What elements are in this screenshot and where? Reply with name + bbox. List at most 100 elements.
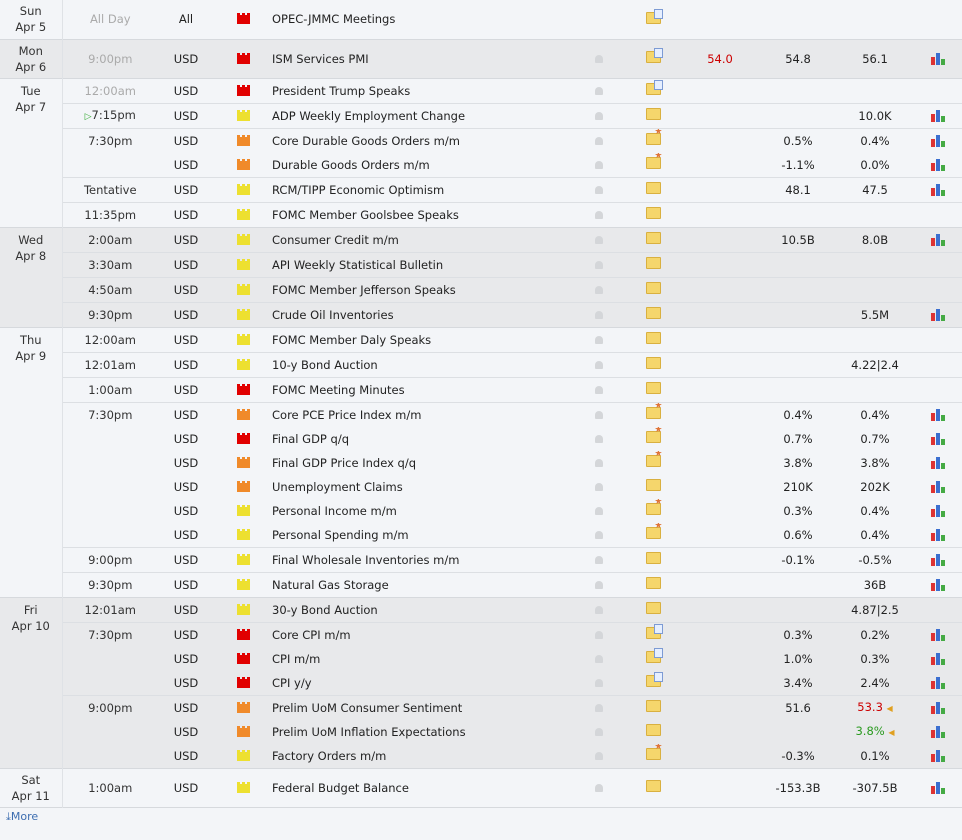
bell-icon[interactable] bbox=[595, 580, 603, 589]
event-title[interactable]: FOMC Member Daly Speaks bbox=[272, 327, 572, 352]
event-title[interactable]: 10-y Bond Auction bbox=[272, 351, 572, 377]
detail-cell[interactable] bbox=[626, 670, 680, 695]
detail-cell[interactable] bbox=[626, 39, 680, 78]
alert-cell[interactable] bbox=[572, 401, 626, 427]
graph-cell[interactable] bbox=[914, 646, 962, 671]
impact-cell[interactable] bbox=[214, 646, 272, 671]
detail-folder-icon[interactable] bbox=[645, 648, 663, 663]
alert-cell[interactable] bbox=[572, 694, 626, 720]
detail-folder-icon[interactable] bbox=[645, 8, 663, 24]
detail-cell[interactable] bbox=[626, 546, 680, 572]
event-title[interactable]: Unemployment Claims bbox=[272, 474, 572, 499]
detail-cell[interactable] bbox=[626, 719, 680, 744]
detail-folder-icon[interactable] bbox=[645, 700, 661, 712]
impact-cell[interactable] bbox=[214, 152, 272, 177]
bell-icon[interactable] bbox=[595, 654, 603, 663]
impact-medium-icon[interactable] bbox=[236, 725, 250, 737]
graph-icon[interactable] bbox=[931, 409, 945, 421]
graph-icon[interactable] bbox=[931, 135, 945, 147]
impact-high-icon[interactable] bbox=[236, 52, 250, 64]
bell-icon[interactable] bbox=[595, 111, 603, 120]
alert-cell[interactable] bbox=[572, 546, 626, 572]
alert-cell[interactable] bbox=[572, 376, 626, 402]
detail-folder-icon[interactable] bbox=[645, 382, 661, 394]
detail-folder-icon[interactable] bbox=[645, 182, 661, 194]
detail-cell[interactable] bbox=[626, 522, 680, 547]
alert-cell[interactable] bbox=[572, 768, 626, 807]
alert-cell[interactable] bbox=[572, 426, 626, 451]
alert-cell[interactable] bbox=[572, 0, 626, 39]
detail-folder-icon[interactable] bbox=[645, 207, 661, 219]
event-row[interactable]: 9:30pm USD Natural Gas Storage 36B bbox=[0, 571, 962, 597]
impact-low-icon[interactable] bbox=[236, 258, 250, 270]
event-title[interactable]: Core Durable Goods Orders m/m bbox=[272, 127, 572, 153]
event-row[interactable]: Fri Apr 10 12:01am USD 30-y Bond Auction 4.87… bbox=[0, 597, 962, 768]
detail-cell[interactable] bbox=[626, 401, 680, 427]
alert-cell[interactable] bbox=[572, 39, 626, 78]
impact-cell[interactable] bbox=[214, 201, 272, 227]
graph-cell[interactable] bbox=[914, 621, 962, 647]
detail-cell[interactable] bbox=[626, 498, 680, 523]
impact-cell[interactable] bbox=[214, 276, 272, 302]
bell-icon[interactable] bbox=[595, 86, 603, 95]
graph-icon[interactable] bbox=[931, 629, 945, 641]
detail-folder-icon[interactable] bbox=[645, 602, 661, 614]
alert-cell[interactable] bbox=[572, 251, 626, 277]
detail-cell[interactable] bbox=[626, 743, 680, 768]
impact-cell[interactable] bbox=[214, 474, 272, 499]
bell-icon[interactable] bbox=[595, 136, 603, 145]
event-title[interactable]: OPEC-JMMC Meetings bbox=[272, 0, 572, 39]
graph-icon[interactable] bbox=[931, 457, 945, 469]
detail-cell[interactable] bbox=[626, 597, 680, 622]
bell-icon[interactable] bbox=[595, 555, 603, 564]
graph-cell[interactable] bbox=[914, 401, 962, 427]
alert-cell[interactable] bbox=[572, 571, 626, 597]
detail-folder-icon[interactable] bbox=[645, 552, 661, 564]
detail-folder-icon[interactable] bbox=[645, 80, 663, 95]
detail-folder-icon[interactable] bbox=[645, 624, 663, 639]
detail-folder-icon[interactable] bbox=[645, 357, 661, 369]
detail-cell[interactable] bbox=[626, 426, 680, 451]
detail-cell[interactable] bbox=[626, 227, 680, 252]
event-row[interactable]: 9:00pm USD Final Wholesale Inventories m/m… bbox=[0, 546, 962, 572]
graph-icon[interactable] bbox=[931, 677, 945, 689]
alert-cell[interactable] bbox=[572, 498, 626, 523]
event-title[interactable]: RCM/TIPP Economic Optimism bbox=[272, 176, 572, 202]
impact-cell[interactable] bbox=[214, 351, 272, 377]
alert-cell[interactable] bbox=[572, 276, 626, 302]
detail-cell[interactable] bbox=[626, 127, 680, 153]
event-row[interactable]: USD CPI y/y 3.4% 2.4% bbox=[0, 670, 962, 695]
impact-cell[interactable] bbox=[214, 376, 272, 402]
event-title[interactable]: Final GDP q/q bbox=[272, 426, 572, 451]
graph-icon[interactable] bbox=[931, 653, 945, 665]
impact-cell[interactable] bbox=[214, 251, 272, 277]
impact-cell[interactable] bbox=[214, 546, 272, 572]
impact-low-icon[interactable] bbox=[236, 333, 250, 345]
bell-icon[interactable] bbox=[595, 260, 603, 269]
event-row[interactable]: Tentative USD RCM/TIPP Economic Optimism 48… bbox=[0, 176, 962, 202]
alert-cell[interactable] bbox=[572, 201, 626, 227]
event-row[interactable]: 7:30pm USD Core CPI m/m 0.3% 0.2% bbox=[0, 621, 962, 647]
detail-folder-icon[interactable] bbox=[645, 523, 663, 539]
graph-cell[interactable] bbox=[914, 327, 962, 352]
bell-icon[interactable] bbox=[595, 235, 603, 244]
detail-folder-icon[interactable] bbox=[645, 307, 661, 319]
impact-medium-icon[interactable] bbox=[236, 480, 250, 492]
event-title[interactable]: FOMC Member Goolsbee Speaks bbox=[272, 201, 572, 227]
event-title[interactable]: Durable Goods Orders m/m bbox=[272, 152, 572, 177]
event-title[interactable]: Personal Spending m/m bbox=[272, 522, 572, 547]
impact-cell[interactable] bbox=[214, 327, 272, 352]
event-row[interactable]: Sat Apr 11 1:00am USD Federal Budget Balance… bbox=[0, 768, 962, 807]
bell-icon[interactable] bbox=[595, 385, 603, 394]
graph-cell[interactable] bbox=[914, 301, 962, 327]
event-row[interactable]: USD Durable Goods Orders m/m -1.1%0.0% bbox=[0, 152, 962, 177]
impact-high-icon[interactable] bbox=[236, 676, 250, 688]
graph-cell[interactable] bbox=[914, 39, 962, 78]
detail-folder-icon[interactable] bbox=[645, 403, 663, 419]
bell-icon[interactable] bbox=[595, 310, 603, 319]
event-row[interactable]: 12:01am USD 10-y Bond Auction 4.22|2.4 bbox=[0, 351, 962, 377]
impact-cell[interactable] bbox=[214, 621, 272, 647]
event-title[interactable]: ADP Weekly Employment Change bbox=[272, 102, 572, 128]
alert-cell[interactable] bbox=[572, 227, 626, 252]
graph-cell[interactable] bbox=[914, 0, 962, 39]
